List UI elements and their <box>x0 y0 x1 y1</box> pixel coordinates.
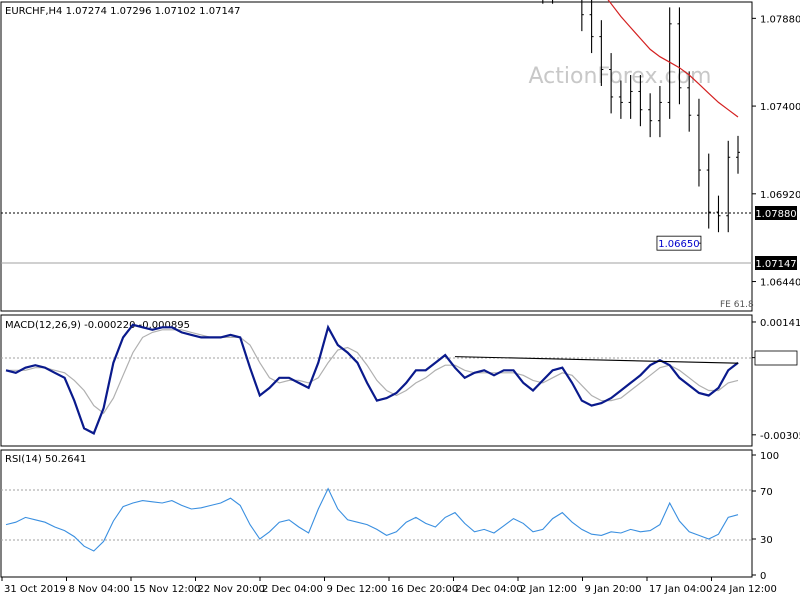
time-tick-label: 8 Nov 04:00 <box>69 584 130 595</box>
time-tick-label: 9 Dec 12:00 <box>327 584 388 595</box>
rsi-tick-label: 0 <box>760 571 766 582</box>
time-tick-label: 2 Jan 12:00 <box>520 584 577 595</box>
resistance-tag: 1.07880 <box>755 209 796 220</box>
macd-series <box>5 323 739 435</box>
time-tick-label: 17 Jan 04:00 <box>649 584 712 595</box>
current-price-tag: 1.07147 <box>755 259 796 270</box>
fe-label: FE 61.8 <box>720 300 754 310</box>
callout-label: 1.06650 <box>658 239 699 250</box>
time-tick-label: 24 Dec 04:00 <box>456 584 523 595</box>
moving-average-series <box>607 0 739 118</box>
time-tick-label: 15 Nov 12:00 <box>133 584 200 595</box>
macd-tick-label: 0.001411 <box>760 318 800 329</box>
time-axis-ticks: 31 Oct 2019 8 Nov 04:00 15 Nov 12:0022 Nov… <box>1 577 777 595</box>
watermark: ActionForex.com <box>529 64 712 89</box>
macd-title: MACD(12,26,9) -0.000220 -0.000895 <box>5 320 190 331</box>
time-tick-label: 9 Jan 20:00 <box>585 584 642 595</box>
time-tick-label: 24 Jan 12:00 <box>714 584 777 595</box>
price-title: EURCHF,H4 1.07274 1.07296 1.07102 1.0714… <box>5 6 241 17</box>
time-tick-label: 31 Oct 2019 <box>4 584 66 595</box>
time-tick-label: 22 Nov 20:00 <box>198 584 265 595</box>
current-price-tag-bg <box>755 256 797 270</box>
moving-average-line <box>607 0 739 118</box>
price-callouts: 1.086301.103401.06650 <box>656 235 702 251</box>
price-tick-label: 1.07400 <box>760 102 800 113</box>
time-tick-label: 2 Dec 04:00 <box>262 584 323 595</box>
rsi-title: RSI(14) 50.2641 <box>5 454 86 465</box>
rsi-panel-frame <box>0 449 753 578</box>
macd-signal-series <box>6 329 739 415</box>
price-bars <box>542 0 740 233</box>
price-tick-label: 1.06920 <box>760 190 800 201</box>
macd-axis-ticks: 0.0014110.00-0.003055 <box>752 318 800 442</box>
rsi-axis-ticks: 100 70 30 0 <box>752 451 779 582</box>
rsi-lines <box>5 487 739 552</box>
price-axis-ticks: 1.107701.102901.098101.093201.088401.083… <box>752 14 800 289</box>
rsi-tick-label: 30 <box>760 535 773 546</box>
macd-tick-label: -0.003055 <box>760 431 800 442</box>
price-tick-label: 1.07880 <box>760 14 800 25</box>
rsi-tick-label: 100 <box>760 451 779 462</box>
price-tick-label: 1.06440 <box>760 278 800 289</box>
macd-trendline <box>454 356 739 364</box>
resistance-tag-bg <box>755 206 797 220</box>
time-tick-label: 16 Dec 20:00 <box>391 584 458 595</box>
rsi-series <box>5 487 739 552</box>
macd-zero-tag-bg <box>754 350 798 366</box>
rsi-tick-label: 70 <box>760 487 773 498</box>
macd-lines <box>5 323 739 435</box>
price-panel-frame <box>0 1 753 312</box>
